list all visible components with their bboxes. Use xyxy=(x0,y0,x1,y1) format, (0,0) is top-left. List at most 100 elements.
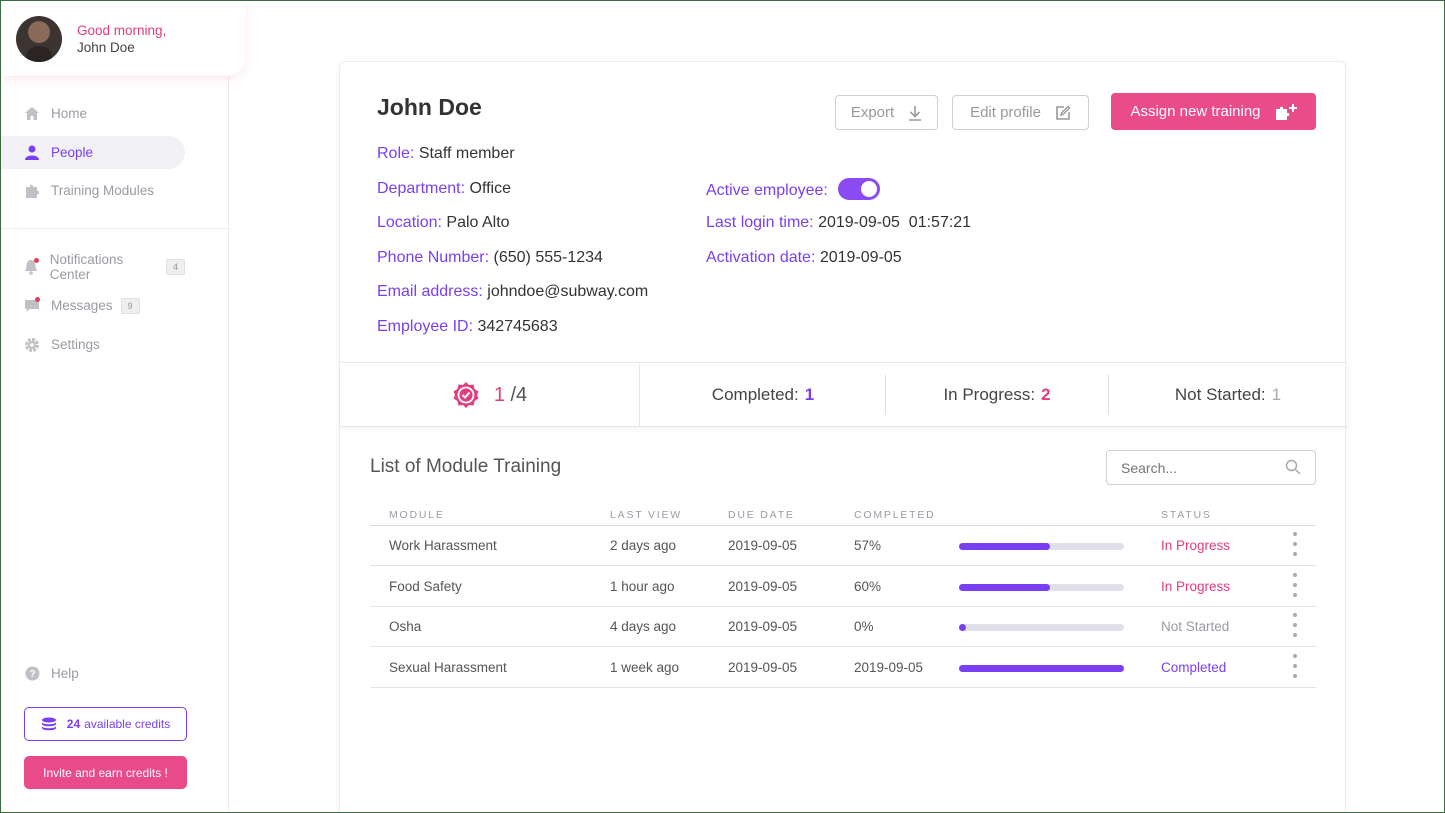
assign-training-label: Assign new training xyxy=(1130,103,1261,120)
stat-label: In Progress: xyxy=(943,385,1036,404)
employee-profile-card: John Doe Export Edit profile Assign new … xyxy=(339,61,1347,813)
active-employee-toggle[interactable] xyxy=(838,178,881,200)
completed-value: 57% xyxy=(854,538,882,553)
progress-bar xyxy=(959,664,1124,672)
field-value: 342745683 xyxy=(477,318,558,335)
column-header-status[interactable]: STATUS xyxy=(1161,509,1212,521)
table-row[interactable]: Osha 4 days ago 2019-09-05 0% Not Started xyxy=(370,607,1316,647)
sidebar-item-training-modules[interactable]: Training Modules xyxy=(0,174,185,207)
user-card[interactable]: Good morning, John Doe xyxy=(0,0,245,76)
home-icon xyxy=(24,106,40,122)
sidebar-item-home[interactable]: Home xyxy=(0,97,185,130)
sidebar-item-label: Settings xyxy=(51,337,100,352)
due-date: 2019-09-05 xyxy=(728,578,798,594)
more-options-icon[interactable] xyxy=(1291,613,1299,637)
status-text: Not Started xyxy=(1161,619,1230,634)
stat-value: 1 xyxy=(804,385,815,404)
badge-check-icon xyxy=(453,382,479,408)
edit-profile-button[interactable]: Edit profile xyxy=(952,95,1089,130)
column-header-module[interactable]: MODULE xyxy=(389,509,445,521)
sidebar-item-messages[interactable]: Messages 9 xyxy=(0,289,185,322)
chat-icon xyxy=(24,296,40,314)
status-text: In Progress xyxy=(1161,538,1231,553)
more-options-icon[interactable] xyxy=(1291,532,1299,556)
module-name[interactable]: Osha xyxy=(389,619,422,634)
message-count-badge: 9 xyxy=(120,297,140,314)
department-field: Department: Office xyxy=(377,180,511,198)
column-header-last-view[interactable]: LAST VIEW xyxy=(610,509,683,521)
page-title: John Doe xyxy=(377,94,482,120)
invite-button[interactable]: Invite and earn credits ! xyxy=(24,756,187,789)
progress-bar xyxy=(959,543,1124,550)
sidebar-divider xyxy=(0,228,229,229)
progress-bar xyxy=(959,583,1124,591)
phone-field: Phone Number: (650) 555-1234 xyxy=(377,249,603,267)
due-date: 2019-09-05 xyxy=(728,619,798,634)
stat-separator xyxy=(1108,375,1109,415)
progress-bar-fill xyxy=(959,543,1050,550)
avatar[interactable] xyxy=(16,16,62,62)
sidebar-item-label: Notifications Center xyxy=(49,251,124,282)
email-field: Email address: johndoe@subway.com xyxy=(377,283,648,301)
due-date: 2019-09-05 xyxy=(728,659,798,675)
field-value: johndoe@subway.com xyxy=(487,283,649,300)
score-done: 1 xyxy=(493,383,505,406)
field-label: Last login time: xyxy=(706,214,814,231)
sidebar-item-label: People xyxy=(51,145,94,160)
progress-bar-fill xyxy=(959,624,966,631)
stat-label: Completed: xyxy=(711,385,799,404)
credits-count: 24 xyxy=(66,717,81,731)
unread-dot xyxy=(35,296,40,302)
export-label: Export xyxy=(850,104,895,121)
stat-label: Not Started: xyxy=(1174,385,1266,404)
field-label: Active employee: xyxy=(706,182,828,200)
completed-value: 0% xyxy=(854,619,874,634)
last-view: 1 hour ago xyxy=(610,578,675,594)
search-input[interactable] xyxy=(1106,450,1316,485)
column-header-due-date[interactable]: DUE DATE xyxy=(728,509,795,521)
field-label: Employee ID: xyxy=(377,318,474,335)
sidebar-item-help[interactable]: ? Help xyxy=(0,657,185,690)
download-icon xyxy=(909,105,922,121)
role-field: Role: Staff member xyxy=(377,145,515,163)
credits-button[interactable]: 24 available credits xyxy=(24,707,187,741)
more-options-icon[interactable] xyxy=(1291,653,1299,678)
more-options-icon[interactable] xyxy=(1291,572,1299,597)
sidebar-item-label: Training Modules xyxy=(51,183,155,198)
module-name[interactable]: Sexual Harassment xyxy=(389,659,507,675)
field-value: Staff member xyxy=(418,145,515,162)
field-label: Location: xyxy=(377,214,442,231)
employee-id-field: Employee ID: 342745683 xyxy=(377,318,558,336)
stat-separator xyxy=(885,375,886,415)
progress-bar xyxy=(959,624,1124,631)
sidebar-item-people[interactable]: People xyxy=(0,136,185,169)
table-row[interactable]: Food Safety 1 hour ago 2019-09-05 60% In Pro… xyxy=(370,567,1316,607)
field-label: Department: xyxy=(377,180,466,197)
person-icon xyxy=(24,145,40,161)
completed-stat: Completed: 1 xyxy=(641,375,885,415)
table-row[interactable]: Sexual Harassment 1 week ago 2019-09-05 201… xyxy=(370,648,1316,688)
sidebar-item-settings[interactable]: Settings xyxy=(0,328,185,361)
module-name[interactable]: Work Harassment xyxy=(389,538,497,553)
stat-value: 1 xyxy=(1271,385,1282,404)
last-view: 2 days ago xyxy=(610,538,677,553)
module-name[interactable]: Food Safety xyxy=(389,578,462,594)
notification-count-badge: 4 xyxy=(165,258,185,275)
score-total: /4 xyxy=(510,383,528,406)
stat-value: 2 xyxy=(1041,385,1051,404)
active-employee-field: Active employee: xyxy=(706,178,881,202)
field-label: Role: xyxy=(377,145,415,162)
search-icon[interactable] xyxy=(1285,459,1301,475)
edit-profile-label: Edit profile xyxy=(970,104,1041,121)
last-view: 1 week ago xyxy=(610,659,680,675)
completed-value: 2019-09-05 xyxy=(854,659,924,675)
status-text: Completed xyxy=(1161,659,1227,675)
table-row[interactable]: Work Harassment 2 days ago 2019-09-05 57% In… xyxy=(370,526,1316,566)
assign-training-button[interactable]: Assign new training xyxy=(1111,93,1316,130)
export-button[interactable]: Export xyxy=(835,95,938,130)
gear-icon xyxy=(24,337,40,353)
unread-dot xyxy=(33,257,39,263)
column-header-completed[interactable]: COMPLETED xyxy=(854,509,936,521)
status-text: In Progress xyxy=(1161,578,1231,594)
sidebar-item-notifications[interactable]: Notifications Center 4 xyxy=(0,250,185,283)
